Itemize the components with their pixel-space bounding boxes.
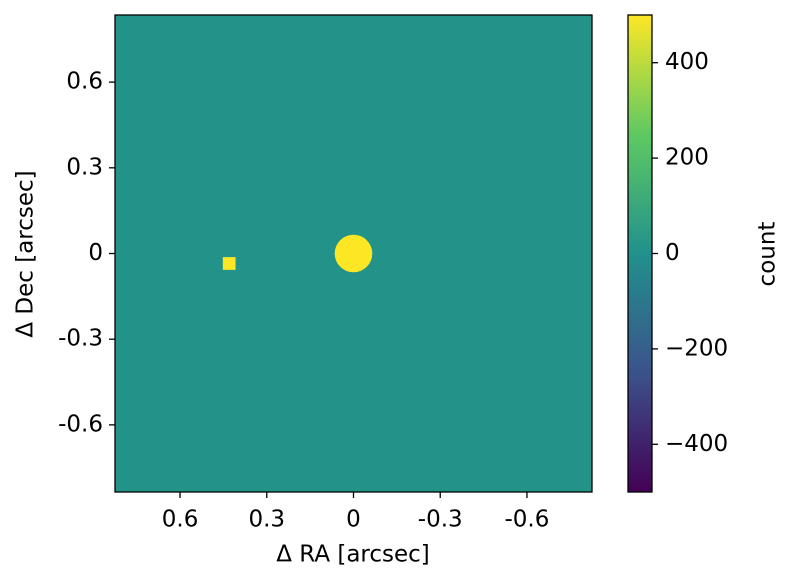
x-tick-label: 0.6 [162, 507, 199, 533]
colorbar-label: count [755, 222, 781, 287]
x-axis-label: Δ RA [arcsec] [276, 542, 430, 568]
y-axis-label: Δ Dec [arcsec] [13, 170, 39, 337]
x-tick-label: 0 [346, 507, 361, 533]
colorbar-tick-label: 400 [665, 49, 709, 75]
y-tick-label: -0.6 [58, 411, 103, 437]
y-tick-label: -0.3 [58, 326, 103, 352]
source [334, 234, 373, 273]
source [222, 257, 236, 270]
colorbar-tick-label: −400 [665, 431, 728, 457]
colorbar-tick-label: 200 [665, 145, 709, 171]
y-tick-label: 0.6 [66, 69, 103, 95]
x-tick-label: -0.6 [505, 507, 550, 533]
y-tick-label: 0.3 [66, 154, 103, 180]
y-tick-label: 0 [88, 240, 103, 266]
colorbar-tick-label: −200 [665, 335, 728, 361]
x-tick-label: 0.3 [248, 507, 285, 533]
colorbar [627, 14, 653, 493]
colorbar-tick-label: 0 [665, 240, 680, 266]
x-tick-label: -0.3 [418, 507, 463, 533]
